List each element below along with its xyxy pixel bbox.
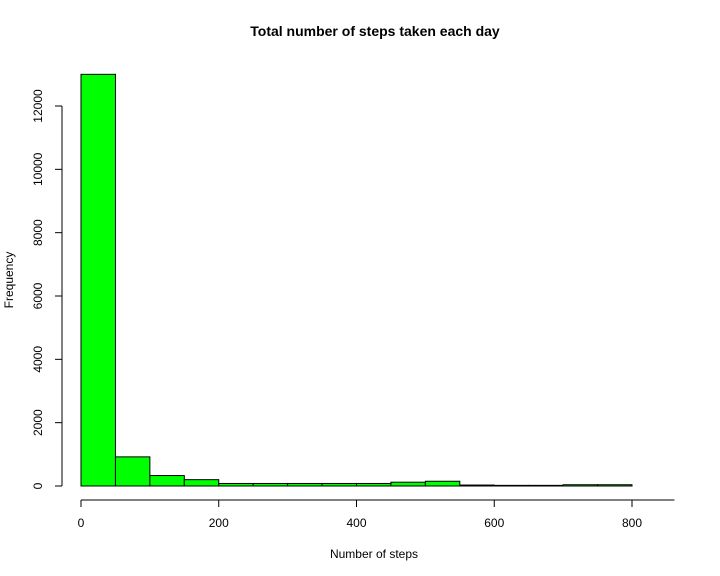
histogram-bar-700-750 (562, 484, 599, 487)
y-axis-label: Frequency (2, 252, 16, 309)
histogram-bar-100-150 (149, 475, 185, 487)
y-tick-label-12000: 12000 (31, 89, 45, 123)
y-axis: 0 2000 4000 6000 8000 10000 12000 (31, 89, 63, 489)
y-tick-label-8000: 8000 (31, 219, 45, 246)
histogram-bar-550-600 (459, 484, 495, 487)
x-tick-label-600: 600 (484, 516, 504, 530)
histogram-bar-600-650 (493, 484, 530, 487)
histogram-bar-150-200 (183, 479, 220, 487)
x-tick-label-200: 200 (209, 516, 229, 530)
histogram-bars (80, 73, 633, 487)
histogram-bar-350-400 (321, 482, 357, 487)
x-tick-label-400: 400 (346, 516, 366, 530)
y-tick-label-4000: 4000 (31, 346, 45, 373)
y-tick-label-0: 0 (31, 482, 45, 489)
chart-title: Total number of steps taken each day (250, 23, 500, 39)
histogram-bar-450-500 (390, 481, 426, 487)
x-axis: 0 200 400 600 800 (78, 499, 675, 530)
histogram-bar-250-300 (252, 482, 289, 487)
histogram-bar-0-50 (80, 73, 116, 487)
y-tick-label-6000: 6000 (31, 282, 45, 309)
histogram-bar-750-800 (597, 484, 633, 487)
histogram-bar-300-350 (287, 482, 323, 487)
y-tick-label-2000: 2000 (31, 409, 45, 436)
histogram-bar-50-100 (114, 456, 151, 487)
histogram-bar-400-450 (356, 482, 392, 487)
x-axis-label: Number of steps (330, 547, 418, 561)
histogram-bar-200-250 (218, 482, 254, 487)
x-tick-label-800: 800 (622, 516, 642, 530)
histogram-bar-650-700 (528, 484, 564, 487)
x-tick-label-0: 0 (78, 516, 85, 530)
y-tick-label-10000: 10000 (31, 152, 45, 186)
histogram-bar-500-550 (424, 480, 461, 487)
